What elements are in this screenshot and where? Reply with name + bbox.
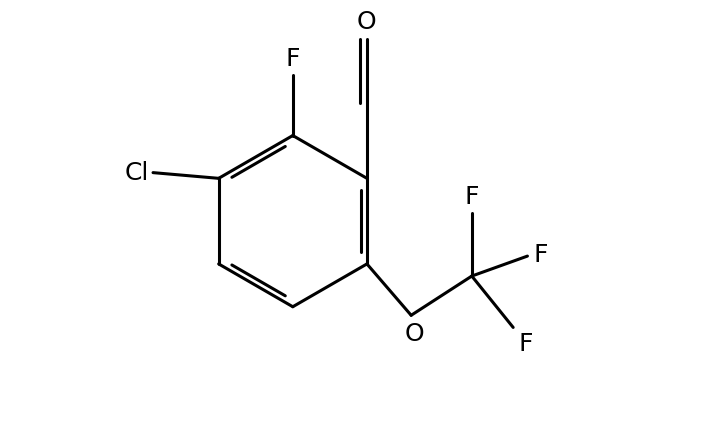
Text: O: O (404, 322, 424, 346)
Text: F: F (519, 332, 533, 356)
Text: O: O (357, 9, 377, 33)
Text: F: F (465, 185, 479, 209)
Text: F: F (286, 47, 300, 71)
Text: Cl: Cl (125, 160, 149, 184)
Text: F: F (533, 243, 548, 267)
